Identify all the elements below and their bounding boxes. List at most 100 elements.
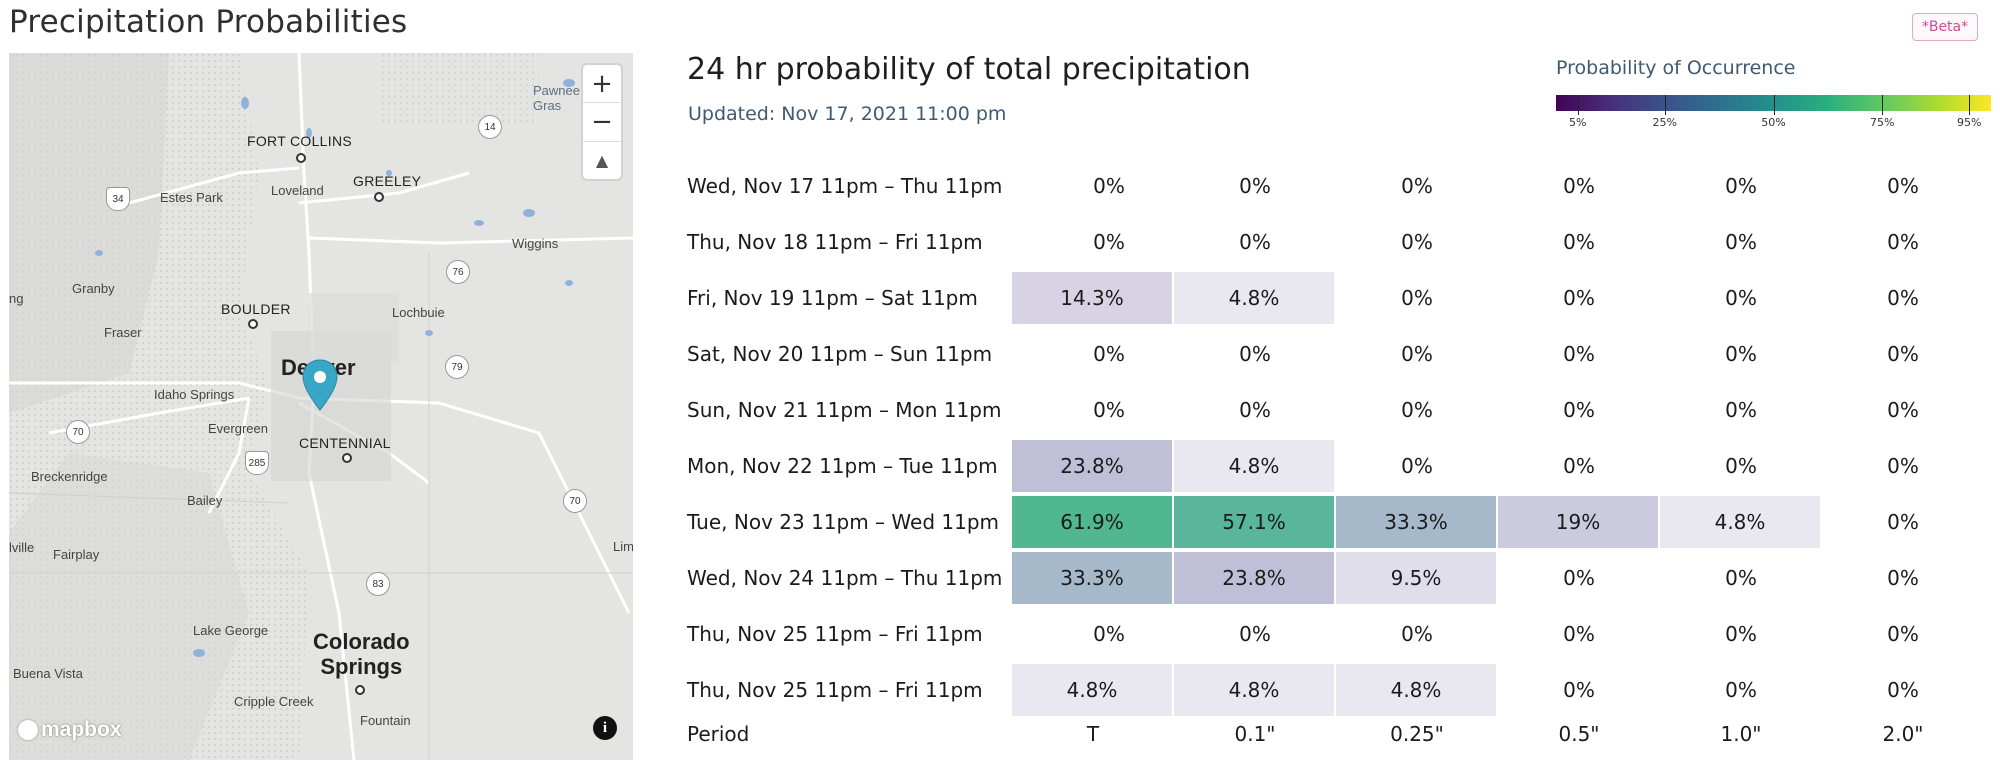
map-label-pawnee: Pawnee Gras [533, 83, 580, 113]
updated-timestamp: Updated: Nov 17, 2021 11:00 pm [688, 103, 1007, 125]
map-dot-colorado-springs [355, 685, 365, 695]
probability-cell: 0% [1887, 286, 1919, 310]
probability-cell: 0% [1239, 230, 1271, 254]
probability-cell: 19% [1498, 496, 1660, 548]
table-row: Sat, Nov 20 11pm – Sun 11pm 0% 0% 0% 0% 0% 0% [687, 328, 1987, 380]
map-label-boulder: BOULDER [221, 301, 291, 317]
column-header-threshold: T [1086, 722, 1100, 746]
probability-cell: 4.8% [1012, 664, 1174, 716]
probability-cell: 0% [1887, 510, 1919, 534]
probability-cell: 0% [1725, 678, 1757, 702]
legend-title: Probability of Occurrence [1556, 57, 1796, 79]
probability-cell: 9.5% [1336, 552, 1498, 604]
panel-title: 24 hr probability of total precipitation [687, 52, 1251, 87]
probability-cell: 0% [1563, 398, 1595, 422]
table-row: Tue, Nov 23 11pm – Wed 11pm 61.9% 57.1% 33.… [687, 496, 1987, 548]
probability-cell: 0% [1887, 342, 1919, 366]
probability-cell: 0% [1725, 230, 1757, 254]
probability-cell: 61.9% [1012, 496, 1174, 548]
probability-cell: 0% [1093, 622, 1125, 646]
location-map[interactable]: FORT COLLINS GREELEY Loveland Estes Park… [9, 53, 633, 760]
probability-cell: 0% [1401, 230, 1433, 254]
table-row: Thu, Nov 25 11pm – Fri 11pm 4.8% 4.8% 4.8% 0… [687, 664, 1987, 716]
map-dot-greeley [374, 192, 384, 202]
probability-cell: 0% [1401, 342, 1433, 366]
probability-cell: 0% [1563, 230, 1595, 254]
map-dot-centennial [342, 453, 352, 463]
probability-cell: 0% [1563, 678, 1595, 702]
highway-shield-70-west: 70 [66, 420, 90, 444]
map-label-fountain: Fountain [360, 713, 411, 728]
probability-cell: 0% [1239, 342, 1271, 366]
highway-shield-83: 83 [366, 572, 390, 596]
column-header-threshold: 0.1" [1234, 722, 1276, 746]
row-period-label: Thu, Nov 25 11pm – Fri 11pm [687, 678, 983, 702]
legend-tick-mark [1882, 95, 1884, 115]
map-label-limon: Lim [613, 539, 633, 554]
probability-cell: 0% [1887, 230, 1919, 254]
map-label-granby: Granby [72, 281, 115, 296]
map-dot-fort-collins [296, 153, 306, 163]
probability-cell: 57.1% [1174, 496, 1336, 548]
mapbox-logo[interactable]: mapbox [18, 718, 122, 742]
probability-cell: 0% [1887, 174, 1919, 198]
map-label-centennial: CENTENNIAL [299, 435, 391, 451]
row-period-label: Wed, Nov 24 11pm – Thu 11pm [687, 566, 1003, 590]
probability-cell: 0% [1093, 230, 1125, 254]
column-header-threshold: 2.0" [1882, 722, 1924, 746]
probability-cell: 0% [1563, 566, 1595, 590]
map-label-breckenridge: Breckenridge [31, 469, 108, 484]
compass-reset-button[interactable]: ▲ [595, 150, 609, 170]
probability-cell: 4.8% [1336, 664, 1498, 716]
map-label-greeley: GREELEY [353, 173, 422, 189]
probability-cell: 33.3% [1012, 552, 1174, 604]
map-label-colorado-springs: Colorado Springs [313, 629, 410, 679]
column-header-threshold: 0.25" [1390, 722, 1444, 746]
table-row: Fri, Nov 19 11pm – Sat 11pm 14.3% 4.8% 0% 0%… [687, 272, 1987, 324]
highway-shield-285: 285 [245, 451, 269, 475]
table-row: Thu, Nov 18 11pm – Fri 11pm 0% 0% 0% 0% 0% 0% [687, 216, 1987, 268]
row-period-label: Fri, Nov 19 11pm – Sat 11pm [687, 286, 978, 310]
legend-tick-label: 50% [1761, 116, 1786, 129]
probability-cell: 0% [1093, 398, 1125, 422]
map-dot-boulder [248, 319, 258, 329]
row-period-label: Sat, Nov 20 11pm – Sun 11pm [687, 342, 993, 366]
table-footer-row: Period T 0.1" 0.25" 0.5" 1.0" 2.0" [687, 722, 1987, 752]
legend-tick-label: 5% [1569, 116, 1587, 129]
probability-cell: 4.8% [1174, 272, 1336, 324]
attribution-info-icon[interactable]: i [593, 716, 617, 740]
map-label-fairplay: Fairplay [53, 547, 100, 562]
probability-cell: 14.3% [1012, 272, 1174, 324]
zoom-out-button[interactable]: − [583, 103, 621, 142]
probability-cell: 0% [1093, 342, 1125, 366]
map-label-cripple-creek: Cripple Creek [234, 694, 314, 709]
location-pin-icon[interactable] [301, 359, 339, 411]
zoom-in-button[interactable]: + [583, 65, 621, 104]
map-label-fraser: Fraser [104, 325, 142, 340]
row-period-label: Thu, Nov 18 11pm – Fri 11pm [687, 230, 983, 254]
map-label-idaho-springs: Idaho Springs [154, 387, 235, 402]
mapbox-logo-icon [18, 720, 38, 740]
probability-cell: 0% [1887, 398, 1919, 422]
probability-cell: 4.8% [1660, 496, 1822, 548]
row-period-label: Wed, Nov 17 11pm – Thu 11pm [687, 174, 1003, 198]
probability-cell: 0% [1725, 398, 1757, 422]
highway-shield-79: 79 [445, 355, 469, 379]
map-label-wiggins: Wiggins [512, 236, 559, 251]
map-label-edge-ville: lville [9, 540, 35, 555]
map-label-evergreen: Evergreen [208, 421, 268, 436]
probability-cell: 0% [1239, 622, 1271, 646]
probability-cell: 0% [1401, 174, 1433, 198]
probability-cell: 0% [1887, 678, 1919, 702]
map-label-buena-vista: Buena Vista [13, 666, 83, 681]
legend-tick-label: 25% [1652, 116, 1677, 129]
table-row: Mon, Nov 22 11pm – Tue 11pm 23.8% 4.8% 0% 0%… [687, 440, 1987, 492]
probability-cell: 0% [1887, 566, 1919, 590]
probability-cell: 0% [1887, 622, 1919, 646]
row-period-label: Mon, Nov 22 11pm – Tue 11pm [687, 454, 998, 478]
map-zoom-controls: + − ▲ [583, 65, 621, 179]
probability-cell: 4.8% [1174, 440, 1336, 492]
map-label-loveland: Loveland [271, 183, 324, 198]
map-label-lake-george: Lake George [193, 623, 269, 638]
table-row: Wed, Nov 24 11pm – Thu 11pm 33.3% 23.8% 9.5… [687, 552, 1987, 604]
